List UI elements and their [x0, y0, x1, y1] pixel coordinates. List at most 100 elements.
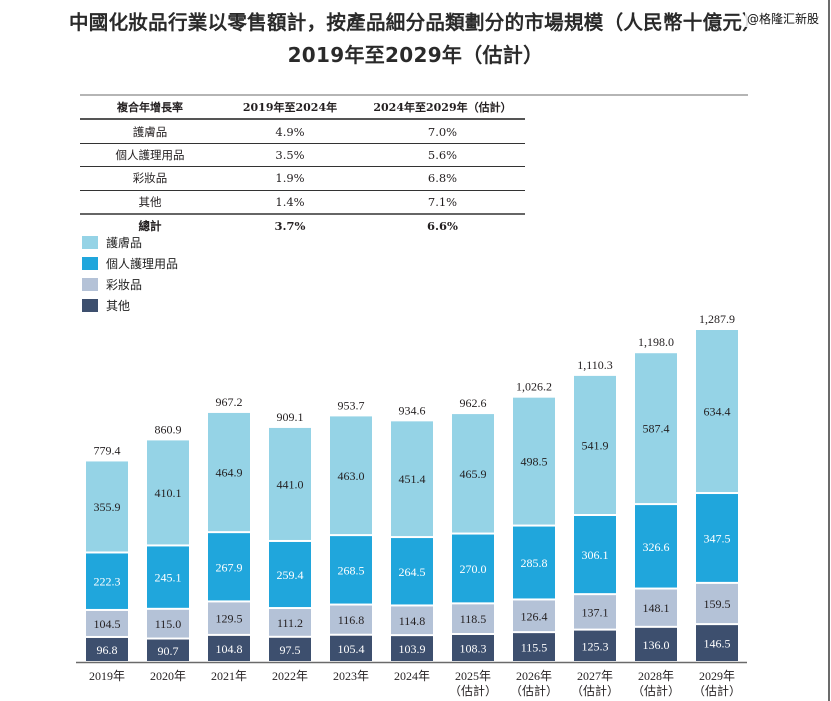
total-label: 934.6	[399, 403, 426, 417]
bar-segment	[269, 637, 311, 661]
segment-label: 96.8	[97, 643, 118, 657]
bar-segment	[452, 414, 494, 533]
segment-label: 410.1	[155, 486, 182, 500]
cagr-header-2024-2029: 2024年至2029年（估計）	[360, 96, 525, 121]
cagr-row-name: 個人護理用品	[80, 143, 220, 168]
segment-label: 464.9	[216, 466, 243, 480]
x-tick-sublabel: （估計）	[449, 683, 497, 698]
bar-segment	[574, 630, 616, 661]
segment-label: 441.0	[277, 477, 304, 491]
segment-label: 259.4	[277, 568, 304, 582]
x-tick-label: 2023年	[333, 669, 369, 683]
total-label: 1,110.3	[577, 358, 613, 372]
bar-segment	[696, 625, 738, 661]
cagr-row-name: 彩妝品	[80, 166, 220, 191]
total-label: 1,026.2	[516, 380, 552, 394]
segment-label: 105.4	[338, 642, 365, 656]
segment-label: 587.4	[643, 422, 670, 436]
segment-label: 111.2	[277, 616, 303, 630]
cagr-row-value-2019-2024: 4.9%	[220, 119, 360, 144]
x-tick-label: 2024年	[394, 669, 430, 683]
segment-label: 118.5	[460, 612, 487, 626]
bar-segment	[147, 639, 189, 661]
legend-label: 彩妝品	[106, 278, 143, 292]
bar-segment	[86, 637, 128, 661]
bar-segment	[147, 609, 189, 638]
cagr-table: 複合年增長率 2019年至2024年 2024年至2029年（估計） 護膚品 4…	[80, 96, 525, 237]
bar-segment	[330, 416, 372, 535]
bar-segment	[208, 635, 250, 661]
bar-segment	[391, 538, 433, 605]
bar-segment	[452, 634, 494, 661]
legend-item-others: 其他	[82, 295, 178, 316]
cagr-total-name: 總計	[138, 219, 162, 234]
cagr-row-value-2019-2024: 3.5%	[220, 143, 360, 168]
bar-segment	[574, 595, 616, 629]
bar-segment	[574, 375, 616, 515]
page-edge-divider	[828, 0, 830, 701]
segment-label: 104.5	[94, 617, 121, 631]
segment-label: 498.5	[521, 455, 548, 469]
bar-segment	[269, 427, 311, 540]
segment-label: 285.8	[521, 556, 548, 570]
x-tick-label: 2025年	[455, 669, 491, 683]
total-label: 967.2	[216, 395, 243, 409]
bar-segment	[452, 534, 494, 603]
x-tick-sublabel: （估計）	[510, 683, 558, 698]
cagr-table-header: 複合年增長率 2019年至2024年 2024年至2029年（估計）	[80, 96, 525, 121]
legend-label: 護膚品	[106, 236, 143, 250]
cagr-row-value-2019-2024: 1.9%	[220, 166, 360, 191]
legend-label: 個人護理用品	[106, 257, 179, 271]
cagr-row: 彩妝品 1.9% 6.8%	[80, 166, 525, 191]
legend-item-makeup: 彩妝品	[82, 274, 178, 295]
total-label: 1,198.0	[638, 335, 674, 349]
segment-label: 222.3	[94, 575, 121, 589]
legend-swatch	[82, 257, 98, 270]
segment-label: 267.9	[216, 560, 243, 574]
bar-segment	[513, 633, 555, 661]
table-top-rule	[80, 94, 748, 96]
bar-segment	[696, 494, 738, 582]
segment-label: 264.5	[399, 565, 426, 579]
bar-segment	[635, 589, 677, 626]
x-tick-sublabel: （估計）	[571, 683, 619, 698]
total-label: 962.6	[460, 396, 487, 410]
segment-label: 90.7	[158, 644, 179, 658]
total-label: 953.7	[338, 398, 365, 412]
segment-label: 463.0	[338, 469, 365, 483]
x-tick-sublabel: （估計）	[693, 683, 741, 698]
segment-label: 451.4	[399, 472, 426, 486]
watermark: @格隆汇新股	[745, 10, 822, 27]
bar-segment	[513, 397, 555, 525]
chart-subtitle: 2019年至2029年（估計）	[287, 43, 544, 67]
segment-label: 136.0	[643, 638, 670, 652]
bar-segment	[269, 609, 311, 636]
cagr-header-2019-2024: 2019年至2024年	[220, 96, 360, 121]
segment-label: 103.9	[399, 642, 426, 656]
cagr-row: 個人護理用品 3.5% 5.6%	[80, 143, 525, 168]
bar-segment	[574, 516, 616, 594]
bar-segment	[696, 330, 738, 493]
bar-segment	[513, 526, 555, 599]
bar-segment	[330, 605, 372, 634]
x-tick-sublabel: （估計）	[632, 683, 680, 698]
segment-label: 306.1	[582, 548, 609, 562]
segment-label: 634.4	[704, 405, 731, 419]
segment-label: 347.5	[704, 531, 731, 545]
cagr-total-value-2019-2024: 3.7%	[274, 219, 306, 234]
segment-label: 116.8	[338, 613, 365, 627]
bar-segment	[330, 635, 372, 661]
cagr-row-name: 護膚品	[80, 119, 220, 144]
bar-segment	[208, 412, 250, 532]
segment-label: 326.6	[643, 540, 670, 554]
segment-label: 159.5	[704, 597, 731, 611]
total-label: 860.9	[155, 422, 182, 436]
x-tick-label: 2019年	[89, 669, 125, 683]
bar-segment	[635, 505, 677, 588]
chart-title: 中國化妝品行業以零售額計，按產品細分品類劃分的市場規模（人民幣十億元）	[68, 11, 762, 34]
cagr-row-value-2024-2029: 7.0%	[360, 119, 525, 144]
x-tick-label: 2027年	[577, 669, 613, 683]
cagr-header-category: 複合年增長率	[80, 96, 220, 121]
total-label: 909.1	[277, 410, 304, 424]
